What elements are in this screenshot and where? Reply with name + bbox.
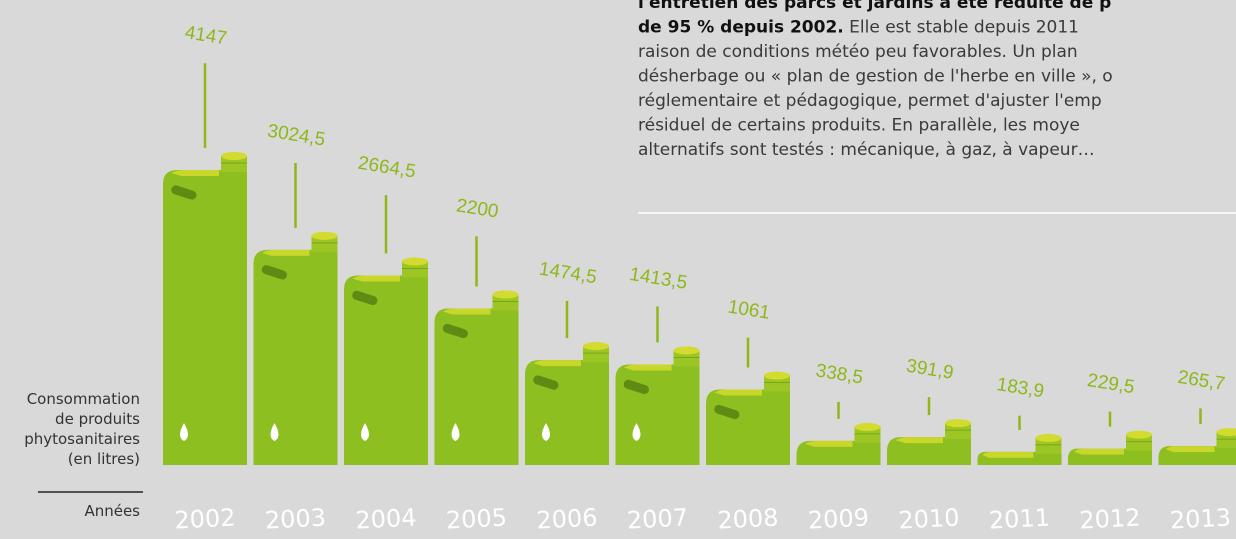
value-label: 229,5 (1086, 370, 1136, 398)
y-label-line: Consommation (27, 390, 140, 408)
canister-body (616, 364, 700, 465)
value-label: 2664,5 (357, 153, 418, 183)
annotation: l'entretien des parcs et jardins a été r… (638, 0, 1113, 160)
value-label: 2200 (455, 195, 500, 222)
canister-cap-top (764, 372, 790, 380)
canister (1159, 428, 1236, 465)
canister-body (163, 170, 247, 465)
annotation-line: de 95 % depuis 2002. Elle est stable dep… (638, 18, 1079, 38)
annotation-text: Elle est stable depuis 2011 (844, 18, 1079, 38)
canister (616, 346, 700, 465)
y-label-line: (en litres) (68, 450, 140, 468)
annotation-text: alternatifs sont testés : mécanique, à g… (638, 140, 1095, 160)
y-label-line: de produits (55, 410, 140, 428)
x-tick-label: 2011 (988, 503, 1050, 534)
canister-cap-top (312, 232, 338, 240)
annotation-text: réglementaire et pédagogique, permet d'a… (638, 91, 1102, 111)
canister-cap-top (855, 423, 881, 431)
canister (706, 372, 790, 465)
x-tick-label: 2002 (174, 503, 236, 534)
canister (887, 419, 971, 465)
canister-top (895, 437, 943, 443)
y-axis-label: Consommation de produits phytosanitaires (e… (24, 390, 140, 468)
canister (978, 434, 1062, 465)
canister (797, 423, 881, 465)
y-label-line: phytosanitaires (24, 430, 140, 448)
canister (435, 291, 519, 465)
canister-cap-top (493, 291, 519, 299)
canister-top (262, 250, 310, 256)
value-label: 3024,5 (266, 121, 327, 151)
value-label: 183,9 (995, 374, 1045, 402)
canister-top (805, 441, 853, 447)
canister-top (443, 309, 491, 315)
value-label: 265,7 (1176, 367, 1226, 395)
canister-top (714, 390, 762, 396)
annotation-line: alternatifs sont testés : mécanique, à g… (638, 140, 1095, 160)
x-tick-label: 2012 (1079, 503, 1141, 534)
canister (1068, 431, 1152, 465)
annotation-line: raison de conditions météo peu favorable… (638, 42, 1078, 62)
value-label: 391,9 (905, 356, 955, 384)
x-tick-label: 2013 (1169, 503, 1231, 534)
canister-cap-top (1126, 431, 1152, 439)
value-label: 1061 (726, 297, 771, 324)
canister-top (1074, 449, 1124, 455)
x-axis-label: Années (84, 502, 140, 520)
canister (254, 232, 338, 465)
annotation-line: désherbage ou « plan de gestion de l'her… (638, 67, 1113, 87)
annotation-line: réglementaire et pédagogique, permet d'a… (638, 91, 1102, 111)
canister-cap-top (221, 152, 247, 160)
value-label: 4147 (183, 22, 228, 49)
canister (525, 342, 609, 465)
x-tick-label: 2007 (626, 503, 688, 534)
canister-top (1165, 446, 1214, 452)
canister-cap-top (674, 346, 700, 354)
x-tick-label: 2003 (264, 503, 326, 534)
x-tick-label: 2006 (536, 503, 598, 534)
annotation-line: résiduel de certains produits. En parall… (638, 116, 1080, 136)
canister (163, 152, 247, 465)
canister-cap-top (402, 257, 428, 265)
annotation-bold: l'entretien des parcs et jardins a été r… (638, 0, 1111, 13)
value-label: 338,5 (814, 360, 864, 388)
x-tick-label: 2005 (445, 503, 507, 534)
canister-cap-top (583, 342, 609, 350)
canister (344, 257, 428, 465)
annotation-text: désherbage ou « plan de gestion de l'her… (638, 67, 1113, 87)
canister-cap-top (945, 419, 971, 427)
canister-top (624, 364, 672, 370)
canister-top (533, 360, 581, 366)
annotation-text: raison de conditions météo peu favorable… (638, 42, 1078, 62)
canister-body (706, 390, 790, 465)
x-tick-label: 2004 (355, 503, 417, 534)
value-label: 1474,5 (538, 259, 599, 289)
canister-top (171, 170, 219, 176)
canister-top (982, 452, 1033, 458)
x-tick-label: 2009 (807, 503, 869, 534)
chart: l'entretien des parcs et jardins a été r… (0, 0, 1236, 539)
value-label: 1413,5 (628, 264, 689, 294)
annotation-line: l'entretien des parcs et jardins a été r… (638, 0, 1111, 13)
annotation-text: résiduel de certains produits. En parall… (638, 116, 1080, 136)
canister-top (352, 275, 400, 281)
canister-body (254, 250, 338, 465)
x-tick-label: 2008 (717, 503, 779, 534)
annotation-bold: de 95 % depuis 2002. (638, 18, 844, 38)
x-tick-label: 2010 (898, 503, 960, 534)
canister-cap-top (1036, 434, 1062, 442)
canister-body (344, 275, 428, 465)
